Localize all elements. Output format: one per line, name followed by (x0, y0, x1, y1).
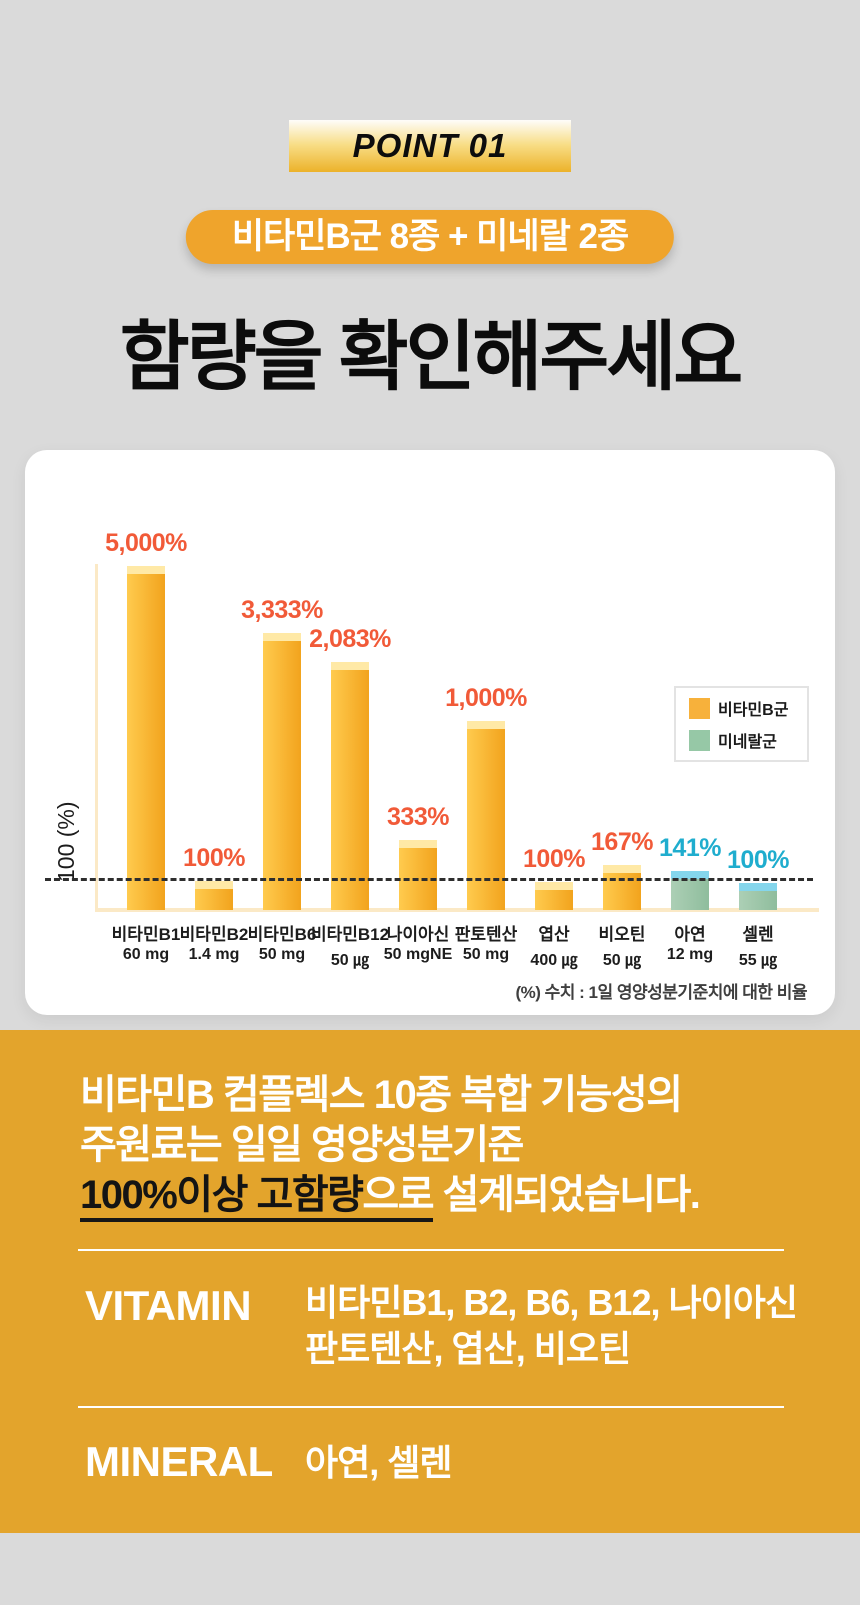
chart-bar (263, 633, 301, 910)
legend-label-mineral: 미네랄군 (718, 734, 777, 751)
mineral-section-list: 아연, 셀렌 (305, 1440, 452, 1486)
chart-bar-cap (467, 721, 505, 729)
point-badge-label: POINT 01 (352, 127, 508, 164)
bar-amount-label: 400 ㎍ (530, 952, 578, 969)
pill-badge: 비타민B군 8종 + 미네랄 2종 (185, 210, 675, 264)
bar-name-label: 판토텐산 (454, 925, 518, 944)
bar-value-label: 167% (591, 828, 653, 856)
mineral-items-line1: 아연, 셀렌 (305, 1442, 452, 1483)
bar-amount-label: 50 mg (258, 946, 306, 963)
mineral-section-label: MINERAL (85, 1438, 273, 1485)
chart-bar-cap (331, 662, 369, 670)
gold-section: 비타민B 컴플렉스 10종 복합 기능성의 주원료는 일일 영양성분기준 100… (0, 1030, 860, 1533)
divider-bottom (78, 1406, 784, 1408)
legend-swatch-vitamin (689, 697, 710, 719)
bar-value-label: 2,083% (309, 625, 391, 653)
description-underlined-suffix: 으로 (362, 1173, 434, 1217)
vitamin-items-line2: 판토텐산, 엽산, 비오틴 (305, 1328, 631, 1369)
bar-value-label: 1,000% (445, 684, 527, 712)
chart-bar-cap (399, 840, 437, 848)
chart-bar (603, 865, 641, 910)
bar-value-label: 100% (727, 846, 789, 874)
description-highlight: 100%이상 고함량 (80, 1173, 364, 1217)
bar-name-label: 비타민B6 (247, 925, 317, 944)
bar-name-label: 비타민B2 (179, 925, 249, 944)
divider-top (78, 1249, 784, 1251)
bar-name-label: 엽산 (538, 925, 570, 944)
bar-amount-label: 50 mgNE (383, 946, 453, 963)
chart-bar-cap (127, 566, 165, 574)
description-line1: 비타민B 컴플렉스 10종 복합 기능성의 (80, 1073, 683, 1117)
chart-bar-cap (195, 881, 233, 889)
chart-bar (535, 882, 573, 910)
chart-bar-cap (671, 871, 709, 879)
bar-value-label: 100% (183, 844, 245, 872)
bar-value-label: 141% (659, 834, 721, 862)
chart-card: 100 (%) 비타민B군 미네랄군 (%) 수치 : 1일 영양성분기준치에 … (25, 450, 835, 1015)
vitamin-items-line1: 비타민B1, B2, B6, B12, 나이아신 (305, 1282, 798, 1323)
chart-bar (399, 840, 437, 910)
page-title: 함량을 확인해주세요 (119, 315, 743, 400)
bar-amount-label: 50 ㎍ (602, 952, 642, 969)
bar-value-label: 333% (387, 803, 449, 831)
bar-name-label: 나이아신 (386, 925, 450, 944)
point-badge: POINT 01 (289, 120, 571, 172)
bar-chart: 100 (%) 비타민B군 미네랄군 (%) 수치 : 1일 영양성분기준치에 … (25, 450, 835, 1015)
legend-label-vitamin: 비타민B군 (718, 702, 789, 719)
bar-amount-label: 55 ㎍ (738, 952, 778, 969)
legend-swatch-mineral (689, 729, 710, 751)
description-text: 비타민B 컴플렉스 10종 복합 기능성의 주원료는 일일 영양성분기준 100… (80, 1070, 701, 1222)
chart-bar-cap (535, 882, 573, 890)
x-axis-line (95, 908, 819, 912)
bar-name-label: 비타민B12 (310, 925, 390, 944)
vitamin-section-list: 비타민B1, B2, B6, B12, 나이아신 판토텐산, 엽산, 비오틴 (305, 1280, 798, 1372)
description-underline: 100%이상 고함량으로 (80, 1173, 435, 1222)
bar-amount-label: 50 mg (462, 946, 510, 963)
chart-bar (331, 662, 369, 910)
chart-bar-cap (603, 865, 641, 873)
chart-bar (127, 566, 165, 910)
bar-amount-label: 12 mg (666, 946, 714, 963)
bar-amount-label: 60 mg (122, 946, 170, 963)
description-line2: 주원료는 일일 영양성분기준 (80, 1123, 524, 1167)
chart-footnote: (%) 수치 : 1일 영양성분기준치에 대한 비율 (515, 983, 808, 1002)
legend-item-vitamin: 비타민B군 (689, 696, 807, 720)
bar-value-label: 5,000% (105, 529, 187, 557)
legend-item-mineral: 미네랄군 (689, 728, 807, 752)
bar-value-label: 3,333% (241, 596, 323, 624)
y-axis-line (95, 564, 98, 910)
bar-name-label: 셀렌 (742, 925, 774, 944)
bar-name-label: 비타민B1 (111, 925, 181, 944)
bar-name-label: 비오틴 (598, 925, 646, 944)
bar-amount-label: 1.4 mg (188, 946, 240, 963)
chart-bar (739, 883, 777, 910)
chart-bar (195, 881, 233, 910)
bar-value-label: 100% (523, 845, 585, 873)
description-line3-rest: 설계되었습니다. (433, 1173, 701, 1217)
bar-name-label: 아연 (674, 925, 706, 944)
chart-legend: 비타민B군 미네랄군 (674, 686, 809, 762)
y-axis-label: 100 (%) (53, 801, 79, 882)
reference-dashed-line (45, 878, 813, 881)
chart-bar-cap (263, 633, 301, 641)
chart-bar-cap (739, 883, 777, 891)
bar-amount-label: 50 ㎍ (330, 952, 370, 969)
vitamin-section-label: VITAMIN (85, 1282, 252, 1329)
chart-bar (671, 871, 709, 910)
